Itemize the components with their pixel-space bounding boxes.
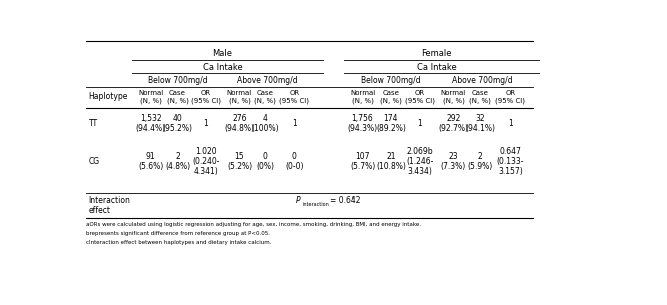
Text: Case
(N, %): Case (N, %)	[470, 90, 492, 104]
Text: aORs were calculated using logistic regression adjusting for age, sex, income, s: aORs were calculated using logistic regr…	[86, 222, 421, 228]
Text: 174
(89.2%): 174 (89.2%)	[376, 114, 406, 133]
Text: 2.069b
(1.246-
3.434): 2.069b (1.246- 3.434)	[406, 147, 434, 176]
Text: 21
(10.8%): 21 (10.8%)	[376, 152, 406, 171]
Text: 1,756
(94.3%): 1,756 (94.3%)	[348, 114, 378, 133]
Text: Female: Female	[421, 49, 452, 58]
Text: OR
(95% CI): OR (95% CI)	[279, 90, 309, 104]
Text: 23
(7.3%): 23 (7.3%)	[441, 152, 466, 171]
Text: cInteraction effect between haplotypes and dietary intake calcium.: cInteraction effect between haplotypes a…	[86, 240, 271, 245]
Text: 91
(5.6%): 91 (5.6%)	[138, 152, 163, 171]
Text: Case
(N, %): Case (N, %)	[254, 90, 276, 104]
Text: 40
(95.2%): 40 (95.2%)	[163, 114, 193, 133]
Text: 2
(5.9%): 2 (5.9%)	[468, 152, 493, 171]
Text: 4
(100%): 4 (100%)	[251, 114, 279, 133]
Text: 32
(94.1%): 32 (94.1%)	[466, 114, 496, 133]
Text: Case
(N, %): Case (N, %)	[380, 90, 402, 104]
Text: 1: 1	[292, 119, 297, 128]
Text: interaction: interaction	[302, 202, 329, 207]
Text: 107
(5.7%): 107 (5.7%)	[350, 152, 375, 171]
Text: Normal
(N, %): Normal (N, %)	[138, 90, 163, 104]
Text: Normal
(N, %): Normal (N, %)	[350, 90, 375, 104]
Text: 1: 1	[203, 119, 208, 128]
Text: 15
(5.2%): 15 (5.2%)	[227, 152, 252, 171]
Text: c: c	[352, 195, 355, 200]
Text: Above 700mg/d: Above 700mg/d	[237, 76, 297, 85]
Text: Haplotype: Haplotype	[89, 92, 128, 102]
Text: Normal
(N, %): Normal (N, %)	[441, 90, 466, 104]
Text: brepresents significant difference from reference group at P<0.05.: brepresents significant difference from …	[86, 231, 270, 236]
Text: 0
(0-0): 0 (0-0)	[285, 152, 303, 171]
Text: P: P	[295, 196, 300, 206]
Text: OR
(95% CI): OR (95% CI)	[405, 90, 435, 104]
Text: 292
(92.7%): 292 (92.7%)	[438, 114, 468, 133]
Text: Ca Intake: Ca Intake	[417, 63, 456, 72]
Text: 0
(0%): 0 (0%)	[256, 152, 274, 171]
Text: Below 700mg/d: Below 700mg/d	[149, 76, 208, 85]
Text: Male: Male	[212, 49, 232, 58]
Text: Case
(N, %): Case (N, %)	[167, 90, 188, 104]
Text: Above 700mg/d: Above 700mg/d	[452, 76, 512, 85]
Text: Interaction
effect: Interaction effect	[89, 196, 131, 215]
Text: 0.647
(0.133-
3.157): 0.647 (0.133- 3.157)	[497, 147, 524, 176]
Text: 1.020
(0.240-
4.341): 1.020 (0.240- 4.341)	[192, 147, 219, 176]
Text: 2
(4.8%): 2 (4.8%)	[165, 152, 190, 171]
Text: Normal
(N, %): Normal (N, %)	[227, 90, 252, 104]
Text: TT: TT	[89, 119, 97, 128]
Text: Below 700mg/d: Below 700mg/d	[362, 76, 421, 85]
Text: 1: 1	[508, 119, 513, 128]
Text: OR
(95% CI): OR (95% CI)	[496, 90, 526, 104]
Text: OR
(95% CI): OR (95% CI)	[191, 90, 221, 104]
Text: 1: 1	[418, 119, 422, 128]
Text: CG: CG	[89, 157, 99, 166]
Text: 1,532
(94.4%): 1,532 (94.4%)	[135, 114, 165, 133]
Text: Ca Intake: Ca Intake	[203, 63, 242, 72]
Text: 276
(94.8%): 276 (94.8%)	[225, 114, 255, 133]
Text: = 0.642: = 0.642	[330, 196, 361, 206]
